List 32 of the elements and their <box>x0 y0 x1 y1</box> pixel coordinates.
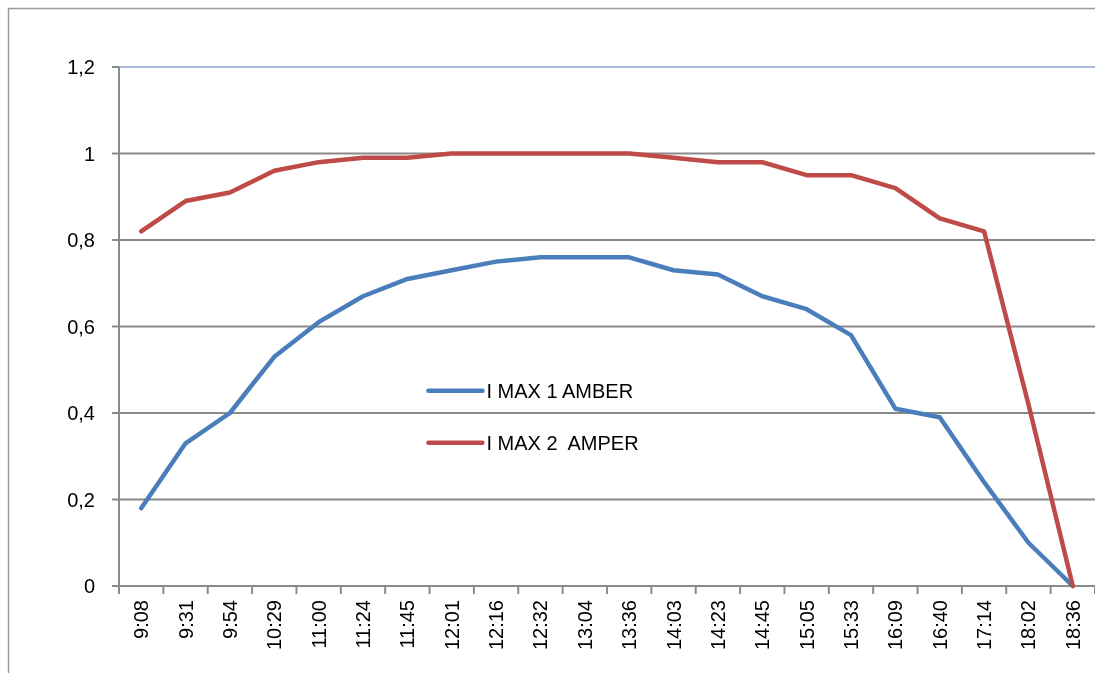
x-tick-label: 11:45 <box>396 600 419 649</box>
x-tick-label: 12:16 <box>485 600 508 651</box>
x-tick-label: 11:24 <box>352 600 374 649</box>
x-tick-label: 18:02 <box>1017 600 1040 651</box>
x-tick-label: 9:54 <box>218 600 241 639</box>
x-tick-label: 13:04 <box>573 600 596 651</box>
x-tick-label: 16:40 <box>928 600 951 651</box>
y-tick-label: 0 <box>83 575 95 597</box>
x-tick-label: 14:03 <box>662 600 685 651</box>
legend-label: I MAX 1 AMBER <box>486 379 634 402</box>
x-tick-label: 18:36 <box>1061 600 1084 651</box>
y-tick-label: 0,2 <box>67 488 95 511</box>
x-tick-label: 12:01 <box>440 600 463 651</box>
y-tick-label: 0,4 <box>67 402 95 424</box>
x-tick-label: 16:09 <box>884 600 907 651</box>
y-tick-label: 1,2 <box>67 56 95 78</box>
x-tick-label: 14:23 <box>706 600 729 651</box>
legend-label: I MAX 2 AMPER <box>486 431 639 454</box>
x-tick-label: 17:14 <box>973 600 996 651</box>
y-tick-label: 1 <box>83 142 95 165</box>
x-tick-label: 13:36 <box>618 600 641 651</box>
x-tick-label: 9:08 <box>130 600 153 639</box>
x-tick-label: 15:05 <box>795 600 818 651</box>
line-series <box>138 151 1076 589</box>
x-tick-label: 11:00 <box>307 600 330 649</box>
x-tick-label: 10:29 <box>263 600 286 651</box>
x-tick-label: 12:32 <box>529 600 552 651</box>
x-tick-label: 9:31 <box>174 600 197 639</box>
x-tick-label: 14:45 <box>751 600 774 651</box>
y-tick-label: 0,8 <box>67 229 95 251</box>
x-tick-label: 15:33 <box>840 600 862 651</box>
y-tick-label: 0,6 <box>67 315 95 338</box>
